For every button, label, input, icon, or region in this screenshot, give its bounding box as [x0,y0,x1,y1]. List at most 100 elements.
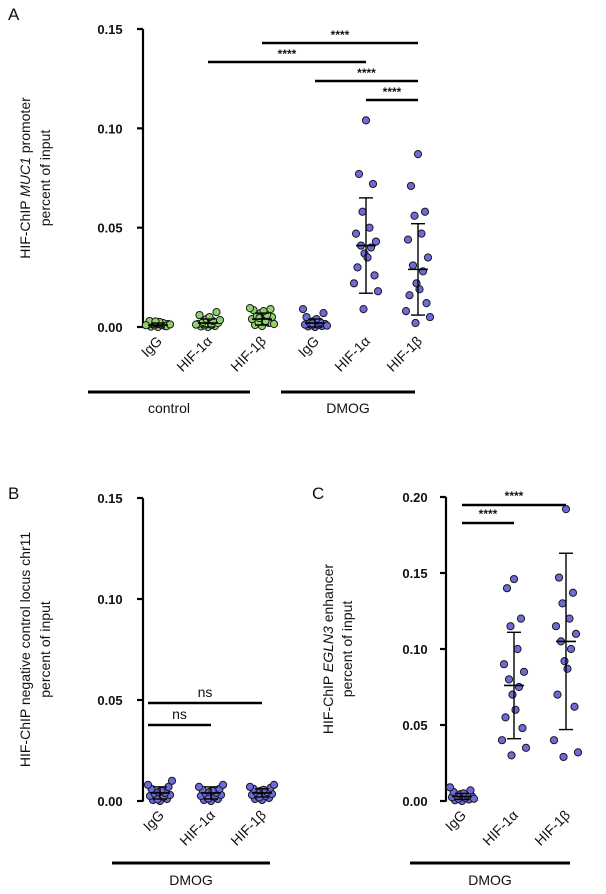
y-tick-label: 0.05 [402,718,427,733]
data-point [466,786,475,795]
data-point [322,321,332,330]
data-point [406,181,416,191]
data-point [365,223,374,232]
x-category-label: HIF-1β [531,807,573,849]
data-point [359,305,368,314]
chart-panel-c: 0.00 0.05 0.10 0.15 0.20 HIF-ChIP EGLN3 enhan… [320,489,583,888]
significance-label: **** [383,85,402,99]
data-point [245,304,255,313]
y-axis-label-line2: percent of input [339,601,355,698]
significance-label: ns [198,684,213,700]
y-tick-label: 0.10 [402,642,427,657]
group-label: DMOG [468,872,512,888]
chart-panel-b: 0.00 0.05 0.10 0.15 HIF-ChIP negative contro… [17,491,279,888]
y-axis-label-line2: percent of input [37,130,53,227]
data-point [549,736,559,745]
data-point [502,584,512,593]
data-point [560,657,569,666]
data-point [269,780,279,789]
x-category-label: HIF-1β [227,333,269,375]
data-point [191,320,201,329]
data-point [559,752,568,762]
data-point [561,505,571,514]
x-category-label: HIF-1α [331,333,373,375]
data-point [411,318,420,328]
group-label: control [148,400,190,416]
data-point [195,310,204,320]
y-tick-label: 0.15 [97,491,122,506]
data-point [353,263,362,272]
data-point [410,211,419,220]
data-point [413,150,423,159]
data-point [408,261,418,270]
data-point [499,660,509,669]
data-point [511,705,520,714]
y-axis-label-prefix: HIF-ChIP [320,672,336,734]
data-point [212,308,221,317]
data-point [571,629,581,638]
data-point [363,253,372,262]
panel-label-b: B [8,484,19,503]
panel-label-c: C [312,484,324,503]
y-axis-label: HIF-ChIP MUC1 promoter [17,97,33,259]
data-point [319,308,328,318]
data-point [513,644,522,654]
data-point [563,664,572,673]
x-category-label: HIF-1α [173,333,215,375]
y-tick-label: 0.20 [402,490,427,505]
data-point [521,743,531,752]
data-point [218,780,228,789]
data-point [508,690,517,699]
data-point [469,794,479,803]
data-point [351,229,361,238]
data-point [215,315,225,325]
data-point [368,179,378,189]
significance-label: **** [505,489,524,503]
significance-label: **** [278,47,297,61]
data-point [506,622,515,631]
x-category-label: IgG [138,333,165,360]
x-category-label: IgG [295,333,322,360]
data-point [566,644,576,654]
y-axis-label-suffix: enhancer [320,564,336,627]
x-category-label: HIF-1β [227,807,269,849]
y-tick-label: 0.05 [97,693,122,708]
data-point [514,682,524,692]
data-point [143,780,153,789]
y-tick-label: 0.05 [97,221,122,236]
group-label: DMOG [326,400,370,416]
y-axis-label-suffix: promoter [17,97,33,157]
significance-label: ns [172,706,187,722]
y-tick-label: 0.10 [97,121,122,136]
data-point [349,279,359,288]
data-point [497,736,507,745]
y-axis-label-prefix: HIF-ChIP [17,197,33,259]
group-label: DMOG [169,872,213,888]
data-point [518,723,527,733]
data-point [573,748,583,757]
data-point [507,751,516,760]
data-point [504,675,514,684]
y-axis-label-gene: MUC1 [17,157,33,197]
data-point [266,305,275,314]
y-tick-label: 0.00 [97,794,122,809]
data-point [425,312,435,322]
data-point [422,299,431,308]
data-point [167,776,177,785]
x-category-label: HIF-1α [176,807,218,849]
y-tick-label: 0.15 [402,566,427,581]
chart-panel-a: 0.00 0.05 0.10 0.15 HIF-ChIP MUC1 promoterpe… [17,22,435,416]
data-point [298,305,308,314]
data-point [403,235,413,244]
data-point [269,319,279,329]
significance-label: **** [479,507,498,521]
data-point [415,285,424,294]
data-point [354,169,364,179]
data-point [371,237,381,246]
x-category-label: IgG [140,807,167,834]
y-axis-label: HIF-ChIP EGLN3 enhancer [320,564,336,735]
data-point [423,253,433,262]
y-tick-label: 0.00 [97,320,122,335]
y-axis-label-gene: EGLN3 [320,626,336,672]
data-point [519,667,529,676]
